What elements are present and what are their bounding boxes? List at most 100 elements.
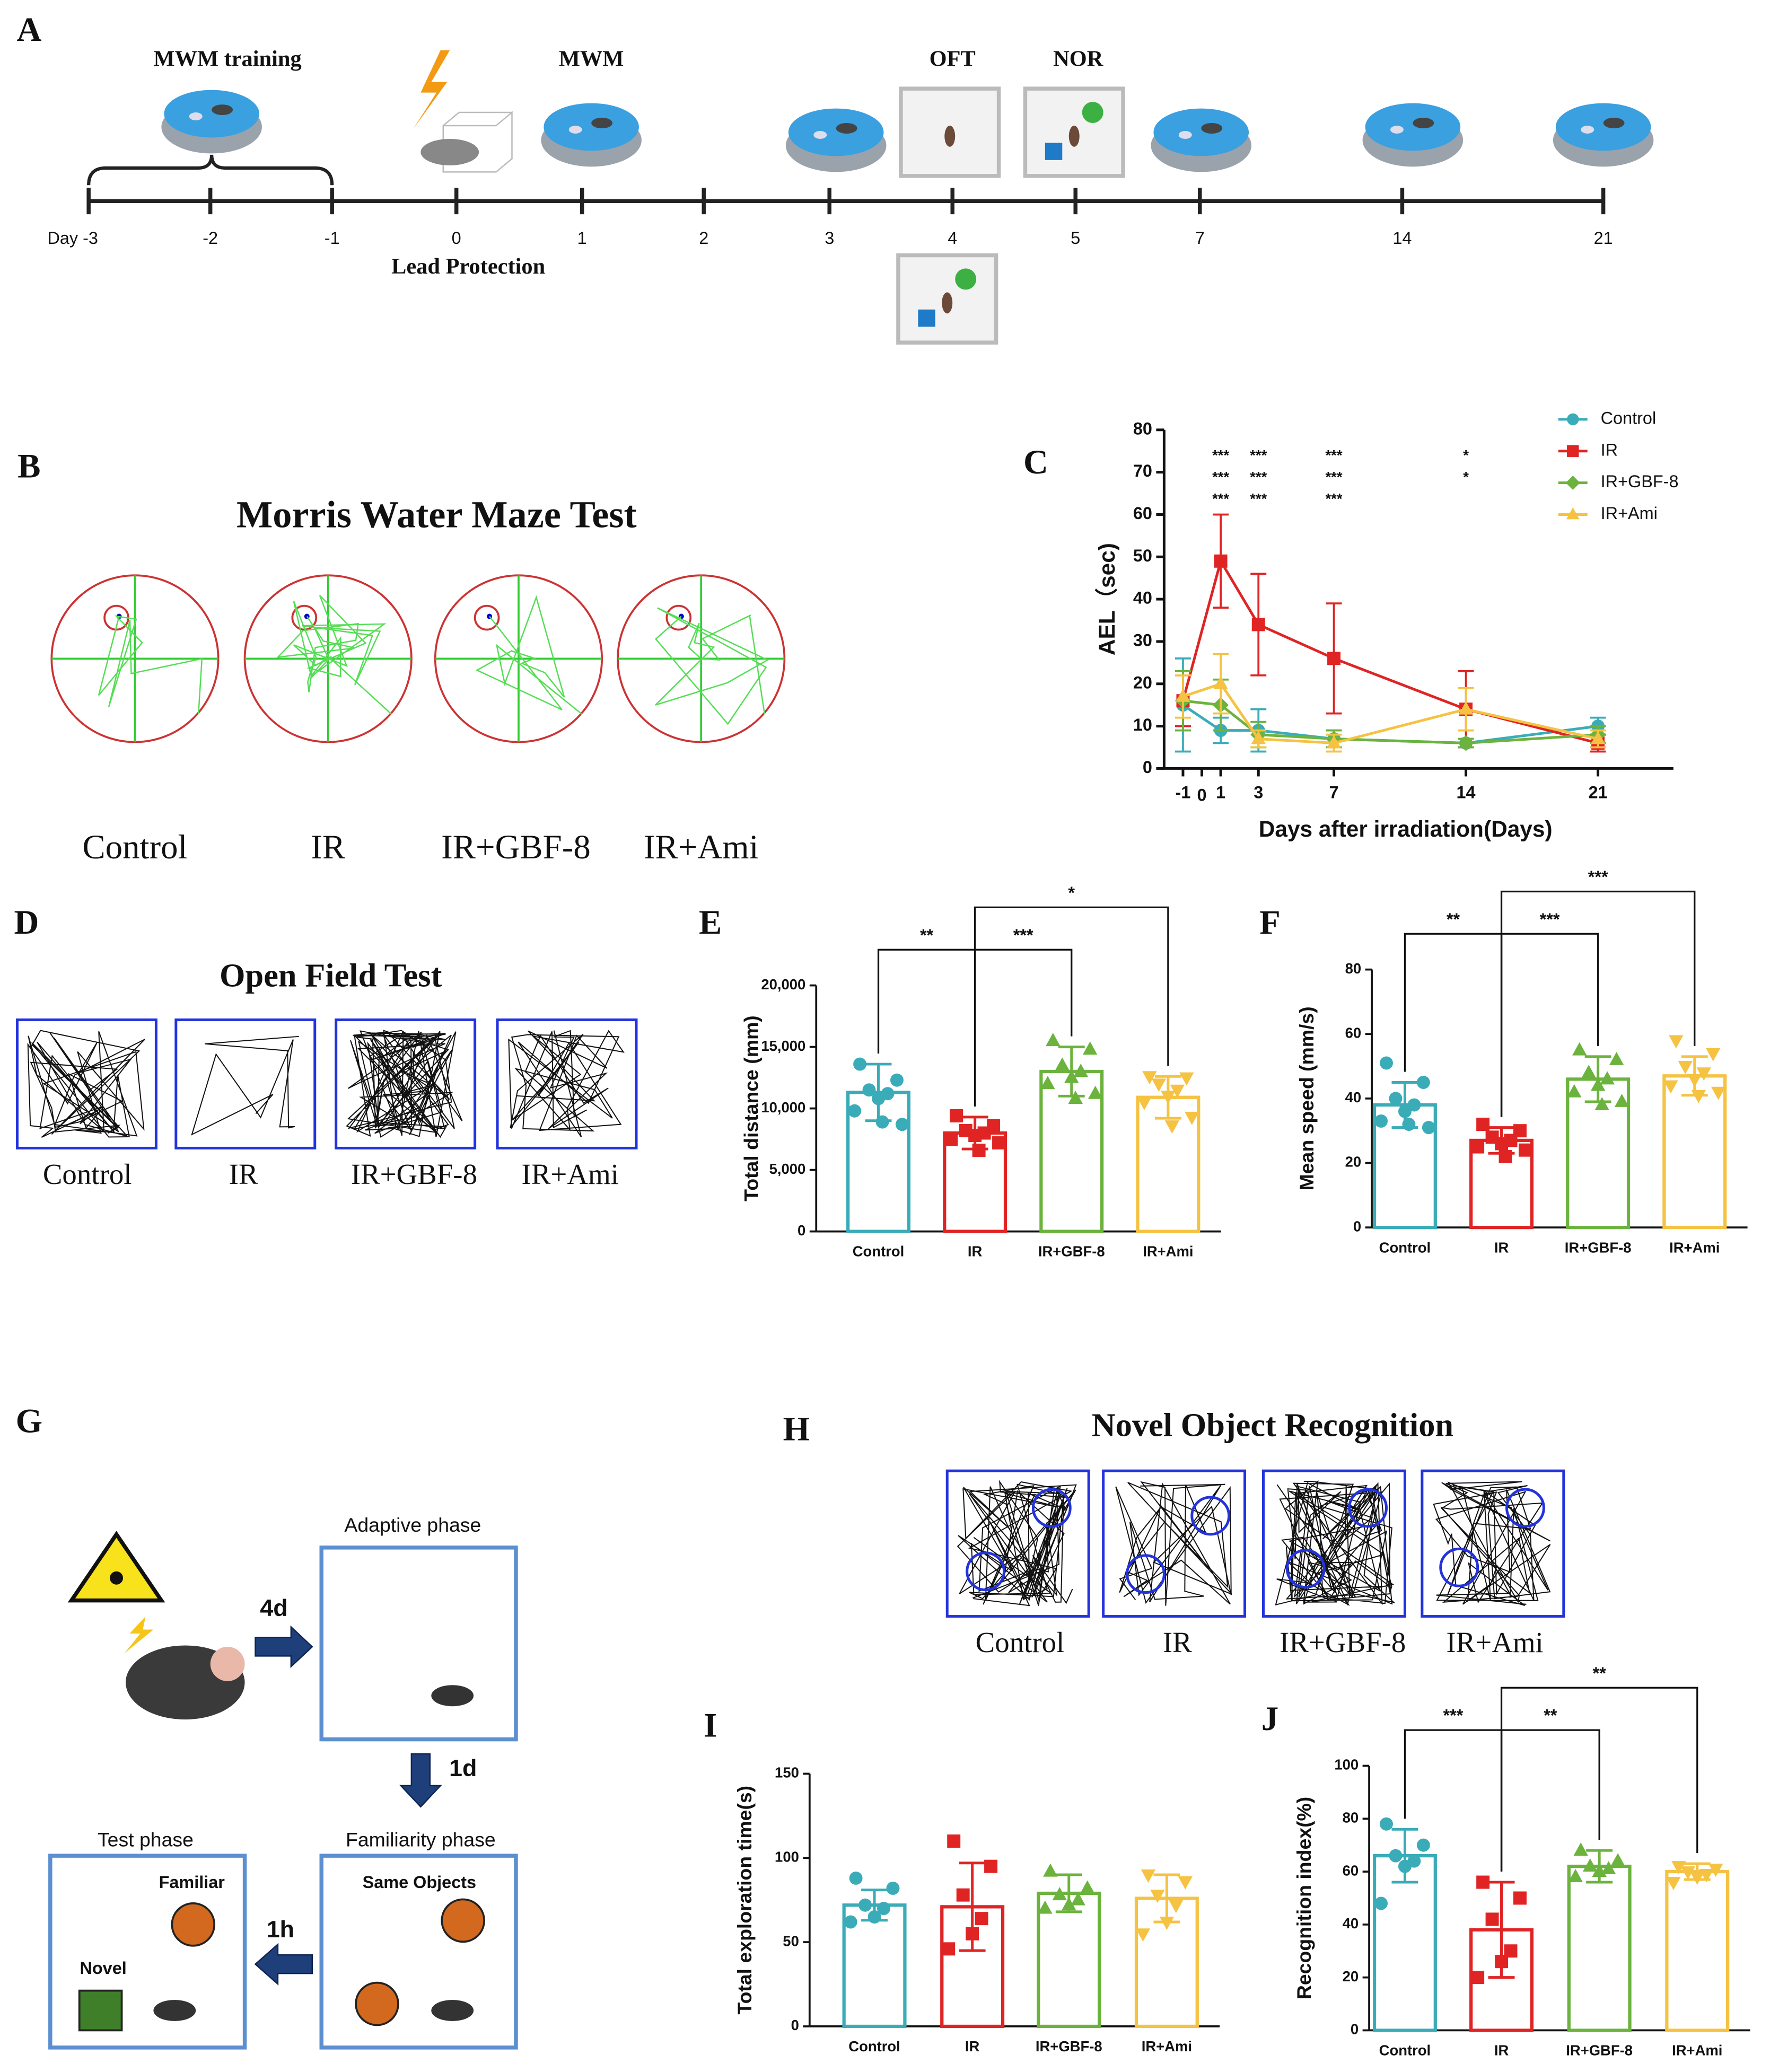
day-label: 0	[452, 229, 461, 248]
object	[78, 1989, 123, 2032]
dish-mouse	[212, 104, 233, 116]
dish-platform	[1178, 130, 1192, 139]
group-label: Control	[976, 1626, 1065, 1658]
y-axis-label: Total exploration time(s)	[733, 1786, 756, 2015]
marker	[868, 1910, 881, 1924]
marker	[984, 1859, 998, 1873]
error-bar	[1391, 1828, 1418, 1884]
significance: ***	[1250, 447, 1267, 463]
marker	[1471, 1140, 1485, 1154]
marker	[1614, 1093, 1629, 1107]
significance: ***	[1212, 469, 1229, 485]
group-label: IR+Ami	[1446, 1626, 1543, 1658]
trace	[475, 595, 583, 715]
significance: **	[1447, 910, 1460, 929]
stage-label: OFT	[930, 46, 976, 71]
platform	[665, 604, 692, 631]
marker	[1062, 1897, 1076, 1911]
day-label: Day -3	[47, 229, 98, 248]
interval: 1d	[449, 1754, 477, 1781]
phase-box	[319, 1546, 518, 1742]
x-tick-label: IR+Ami	[1143, 1243, 1193, 1260]
object-label: Novel	[80, 1959, 126, 1978]
platform	[474, 604, 500, 631]
y-tick-label: 60	[1133, 504, 1152, 523]
marker	[1518, 1143, 1532, 1157]
marker	[1068, 1091, 1083, 1104]
x-tick-label: 1	[1216, 783, 1225, 802]
marker	[1711, 1086, 1726, 1100]
day-label: 14	[1392, 229, 1412, 248]
dish-platform	[568, 125, 582, 134]
marker	[1380, 1817, 1393, 1831]
trace	[1115, 1481, 1232, 1606]
y-tick-label: 0	[1353, 1218, 1361, 1234]
y-axis-label: Mean speed (mm/s)	[1295, 1006, 1318, 1190]
series-line	[1181, 557, 1599, 744]
marker	[1708, 1864, 1723, 1877]
bracket	[1500, 1687, 1698, 1872]
x-tick-label: Control	[853, 1243, 905, 1260]
dish-water	[164, 90, 259, 138]
y-tick-label: 80	[1343, 1810, 1359, 1826]
marker	[1590, 731, 1606, 744]
day-label: 7	[1195, 229, 1205, 248]
marker	[992, 1136, 1006, 1150]
marker	[1055, 1057, 1070, 1071]
dish-platform	[189, 112, 203, 121]
y-tick-label: 20	[1345, 1154, 1362, 1170]
day-label: 4	[948, 229, 957, 248]
marker	[862, 1083, 876, 1097]
arena-mouse	[1068, 125, 1080, 147]
y-tick-label: 30	[1133, 631, 1152, 650]
panel-label: J	[1261, 1700, 1278, 1738]
object	[441, 1898, 485, 1943]
dish-platform	[1581, 125, 1594, 134]
marker	[1169, 1900, 1184, 1913]
note: Lead Protection	[391, 254, 545, 279]
panel-label: A	[16, 11, 41, 49]
marker	[1398, 1104, 1412, 1118]
marker	[1471, 1971, 1485, 1985]
y-tick-label: 10,000	[761, 1099, 805, 1116]
marker	[1402, 1118, 1416, 1131]
x-tick-label: 21	[1589, 783, 1608, 802]
significance: ***	[1212, 447, 1229, 463]
marker	[1601, 1861, 1616, 1875]
panel-label: D	[14, 903, 39, 942]
marker	[890, 1073, 904, 1087]
brace	[87, 154, 334, 186]
significance: ***	[1250, 490, 1267, 507]
marker	[1326, 735, 1342, 749]
y-tick-label: 20	[1133, 673, 1152, 692]
dish-water	[1555, 103, 1651, 151]
dish-platform	[813, 130, 827, 139]
marker	[975, 1912, 988, 1926]
marker	[1185, 1111, 1199, 1125]
y-axis-label: Total distance (mm)	[740, 1015, 762, 1201]
arrow	[255, 1625, 313, 1669]
x-tick-label: -1	[1176, 783, 1191, 802]
significance: ***	[1326, 469, 1343, 485]
stage-label: NOR	[1053, 46, 1103, 71]
significance: ***	[1250, 469, 1267, 485]
day-label: 2	[699, 229, 708, 248]
marker	[1416, 1075, 1430, 1089]
significance: **	[920, 926, 934, 945]
marker	[1082, 1041, 1098, 1055]
marker	[972, 1143, 986, 1157]
group-label: IR	[229, 1158, 258, 1190]
stage-label: MWM training	[154, 46, 302, 71]
dish-mouse	[591, 118, 613, 128]
object-zone	[1126, 1554, 1166, 1594]
object-zone	[1348, 1488, 1388, 1528]
marker	[1671, 1861, 1686, 1875]
panel-label: B	[17, 447, 40, 486]
trace	[346, 1030, 463, 1138]
y-tick-label: 100	[1334, 1757, 1359, 1773]
group-label: IR+Ami	[644, 828, 759, 866]
marker	[1159, 1917, 1175, 1930]
panel-label: I	[704, 1707, 717, 1745]
marker	[1416, 1838, 1430, 1852]
